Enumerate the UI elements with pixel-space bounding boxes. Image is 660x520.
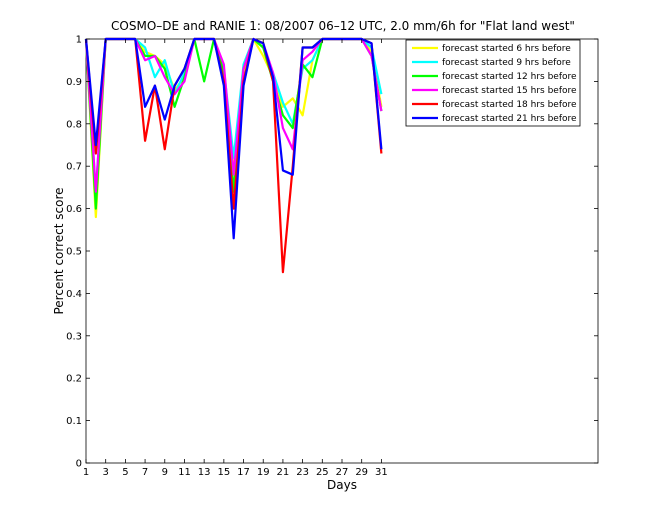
y-tick-label: 0.4 <box>66 289 82 300</box>
series-line-6 <box>84 37 383 240</box>
x-tick-label: 17 <box>237 467 250 478</box>
y-tick-label: 0.5 <box>66 247 82 258</box>
x-tick-label: 27 <box>336 467 349 478</box>
legend-label-3: forecast started 12 hrs before <box>442 72 577 82</box>
x-tick-label: 19 <box>257 467 270 478</box>
y-tick-label: 0.6 <box>66 204 82 215</box>
y-tick-label: 0.3 <box>66 331 82 342</box>
legend-box <box>405 39 581 127</box>
x-tick-label: 3 <box>103 467 109 478</box>
y-tick-label: 0.7 <box>66 162 82 173</box>
x-axis-title: Days <box>327 478 357 492</box>
x-tick-label: 23 <box>296 467 309 478</box>
x-axis-ticks: 1 3 5 7 9 11 13 15 17 19 21 23 25 27 29 31 <box>83 39 388 478</box>
x-tick-label: 9 <box>162 467 168 478</box>
x-tick-label: 13 <box>198 467 211 478</box>
legend-items: forecast started 6 hrs before forecast st… <box>412 44 577 124</box>
y-tick-label: 0 <box>76 459 82 470</box>
y-tick-label: 1 <box>76 35 82 46</box>
y-tick-label: 0.2 <box>66 374 82 385</box>
y-tick-label: 0.9 <box>66 77 82 88</box>
legend-label-6: forecast started 21 hrs before <box>442 114 577 124</box>
y-tick-label: 0.8 <box>66 119 82 130</box>
x-tick-label: 15 <box>217 467 230 478</box>
legend: forecast started 6 hrs before forecast st… <box>405 39 581 127</box>
legend-label-2: forecast started 9 hrs before <box>442 58 571 68</box>
x-tick-label: 11 <box>178 467 191 478</box>
x-tick-label: 31 <box>375 467 388 478</box>
x-tick-label: 1 <box>83 467 89 478</box>
legend-label-5: forecast started 18 hrs before <box>442 100 577 110</box>
x-tick-label: 5 <box>122 467 128 478</box>
x-tick-label: 25 <box>316 467 329 478</box>
chart-title: COSMO–DE and RANIE 1: 08/2007 06–12 UTC,… <box>111 19 575 33</box>
y-axis-ticks: 0 0.1 0.2 0.3 0.4 0.5 0.6 0.7 0.8 0.9 1 <box>66 35 598 470</box>
series-group <box>84 37 383 274</box>
y-axis-title: Percent correct score <box>52 187 66 314</box>
legend-label-4: forecast started 15 hrs before <box>442 86 577 96</box>
x-tick-label: 29 <box>355 467 368 478</box>
x-tick-label: 21 <box>277 467 290 478</box>
legend-label-1: forecast started 6 hrs before <box>442 44 571 54</box>
x-tick-label: 7 <box>142 467 148 478</box>
y-tick-label: 0.1 <box>66 416 82 427</box>
